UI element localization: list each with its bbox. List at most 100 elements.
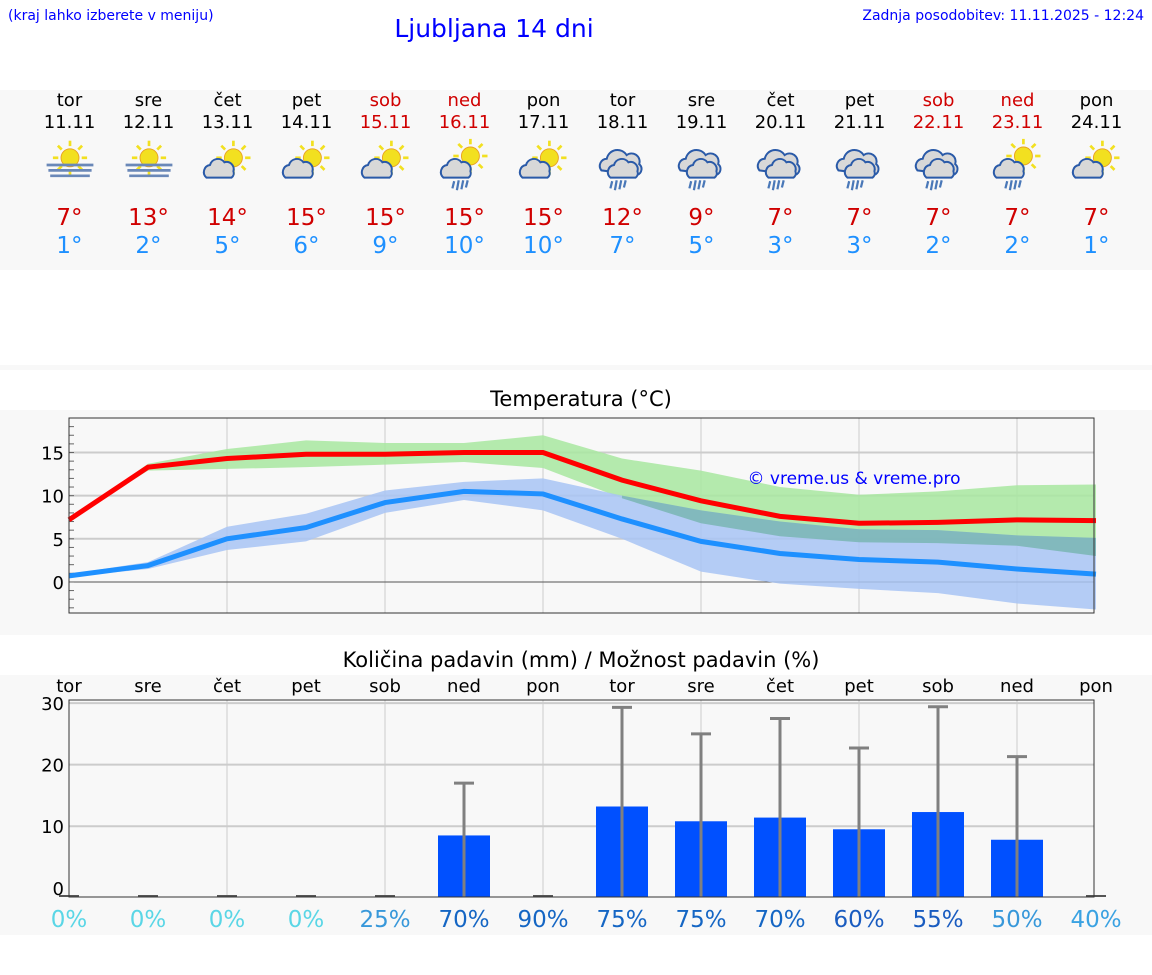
x-day-label: sre bbox=[134, 676, 161, 697]
rain-cloud-icon bbox=[598, 148, 643, 191]
min-temp: 9° bbox=[372, 233, 399, 259]
max-temp: 15° bbox=[286, 205, 327, 231]
x-day-label: čet bbox=[766, 676, 794, 697]
day-date: 14.11 bbox=[280, 112, 333, 133]
day-name: pet bbox=[291, 90, 322, 111]
x-day-label: pet bbox=[844, 676, 874, 697]
precip-probability: 90% bbox=[517, 907, 568, 933]
min-temp: 2° bbox=[135, 233, 162, 259]
page-title: Ljubljana 14 dni bbox=[394, 14, 594, 43]
min-temp: 5° bbox=[214, 233, 241, 259]
x-day-label: pon bbox=[526, 676, 560, 697]
min-temp: 10° bbox=[523, 233, 564, 259]
max-temp: 7° bbox=[925, 205, 952, 231]
x-day-label: čet bbox=[213, 676, 241, 697]
chart-background bbox=[0, 675, 1152, 935]
day-date: 16.11 bbox=[438, 112, 491, 133]
day-column: sre 12.11 13° 2° bbox=[109, 90, 188, 260]
day-column: pon 17.11 15° 10° bbox=[504, 90, 583, 260]
precip-probability: 0% bbox=[130, 907, 167, 933]
day-column: sre 19.11 9° 5° bbox=[662, 90, 741, 260]
location-hint: (kraj lahko izberete v meniju) bbox=[8, 8, 214, 24]
y-tick-label: 20 bbox=[41, 756, 64, 777]
partly-cloudy-icon bbox=[1071, 140, 1119, 179]
watermark: © vreme.us & vreme.pro bbox=[747, 469, 960, 489]
day-date: 18.11 bbox=[596, 112, 649, 133]
partly-cloudy-icon bbox=[281, 140, 329, 179]
day-date: 12.11 bbox=[122, 112, 175, 133]
sun-cloud-rain-icon bbox=[992, 138, 1040, 191]
min-temp: 3° bbox=[767, 233, 794, 259]
y-tick-label: 10 bbox=[41, 817, 64, 838]
day-date: 13.11 bbox=[201, 112, 254, 133]
x-day-label: pet bbox=[291, 676, 321, 697]
fog-sun-icon bbox=[46, 140, 93, 178]
min-temp: 10° bbox=[444, 233, 485, 259]
day-column: čet 13.11 14° 5° bbox=[188, 90, 267, 260]
min-temp: 2° bbox=[925, 233, 952, 259]
day-date: 11.11 bbox=[43, 112, 96, 133]
day-name: čet bbox=[766, 90, 795, 111]
last-updated: Zadnja posodobitev: 11.11.2025 - 12:24 bbox=[862, 8, 1144, 24]
day-column: pet 14.11 15° 6° bbox=[267, 90, 346, 260]
max-temp: 14° bbox=[207, 205, 248, 231]
day-name: sre bbox=[687, 90, 716, 111]
fog-sun-icon bbox=[125, 140, 172, 178]
max-temp-band bbox=[69, 435, 1096, 557]
divider bbox=[0, 365, 1152, 370]
day-name: sob bbox=[369, 90, 402, 111]
y-tick-label: 0 bbox=[53, 879, 64, 900]
x-day-label: tor bbox=[609, 676, 635, 697]
precip-probability: 75% bbox=[596, 907, 647, 933]
day-column: ned 16.11 15° 10° bbox=[425, 90, 504, 260]
max-temp-line bbox=[67, 450, 1097, 526]
day-name: pon bbox=[526, 90, 561, 111]
day-name: ned bbox=[1000, 90, 1035, 111]
rain-cloud-icon bbox=[835, 148, 880, 191]
band-overlap bbox=[622, 495, 1096, 557]
max-temp: 9° bbox=[688, 205, 715, 231]
x-day-label: ned bbox=[1000, 676, 1034, 697]
y-tick-label: 15 bbox=[41, 444, 64, 465]
precip-probability: 70% bbox=[754, 907, 805, 933]
precip-probability: 75% bbox=[675, 907, 726, 933]
x-day-label: tor bbox=[56, 676, 82, 697]
precip-probability: 0% bbox=[209, 907, 246, 933]
day-column: sob 15.11 15° 9° bbox=[346, 90, 425, 260]
x-day-label: sob bbox=[922, 676, 954, 697]
precip-probability: 50% bbox=[991, 907, 1042, 933]
x-day-label: pon bbox=[1079, 676, 1113, 697]
precip-probability: 0% bbox=[51, 907, 88, 933]
y-tick-label: 30 bbox=[41, 694, 64, 715]
max-temp: 15° bbox=[523, 205, 564, 231]
x-day-label: ned bbox=[447, 676, 481, 697]
min-temp: 1° bbox=[1083, 233, 1110, 259]
temperature-chart-title: Temperatura (°C) bbox=[490, 387, 672, 411]
min-temp: 3° bbox=[846, 233, 873, 259]
max-temp: 7° bbox=[1083, 205, 1110, 231]
day-name: tor bbox=[609, 90, 636, 111]
day-date: 17.11 bbox=[517, 112, 570, 133]
sun-cloud-rain-icon bbox=[439, 138, 487, 191]
temperature-chart: 0 5 10 15 © vreme.us & vreme.pro bbox=[0, 410, 1152, 635]
day-column: tor 11.11 7° 1° bbox=[30, 90, 109, 260]
max-temp: 7° bbox=[767, 205, 794, 231]
day-column: pon 24.11 7° 1° bbox=[1057, 90, 1136, 260]
precip-probability: 55% bbox=[912, 907, 963, 933]
partly-cloudy-icon bbox=[202, 140, 250, 179]
day-date: 20.11 bbox=[754, 112, 807, 133]
precip-probability: 40% bbox=[1070, 907, 1121, 933]
precip-probability: 0% bbox=[288, 907, 325, 933]
day-column: sob 22.11 7° 2° bbox=[899, 90, 978, 260]
max-temp: 13° bbox=[128, 205, 169, 231]
y-tick-label: 0 bbox=[53, 573, 64, 594]
day-name: čet bbox=[213, 90, 242, 111]
day-name: ned bbox=[447, 90, 482, 111]
day-date: 21.11 bbox=[833, 112, 886, 133]
rain-cloud-icon bbox=[677, 148, 722, 191]
day-name: pon bbox=[1079, 90, 1114, 111]
day-name: sre bbox=[134, 90, 163, 111]
precip-probability: 60% bbox=[833, 907, 884, 933]
day-column: čet 20.11 7° 3° bbox=[741, 90, 820, 260]
x-day-label: sre bbox=[687, 676, 714, 697]
